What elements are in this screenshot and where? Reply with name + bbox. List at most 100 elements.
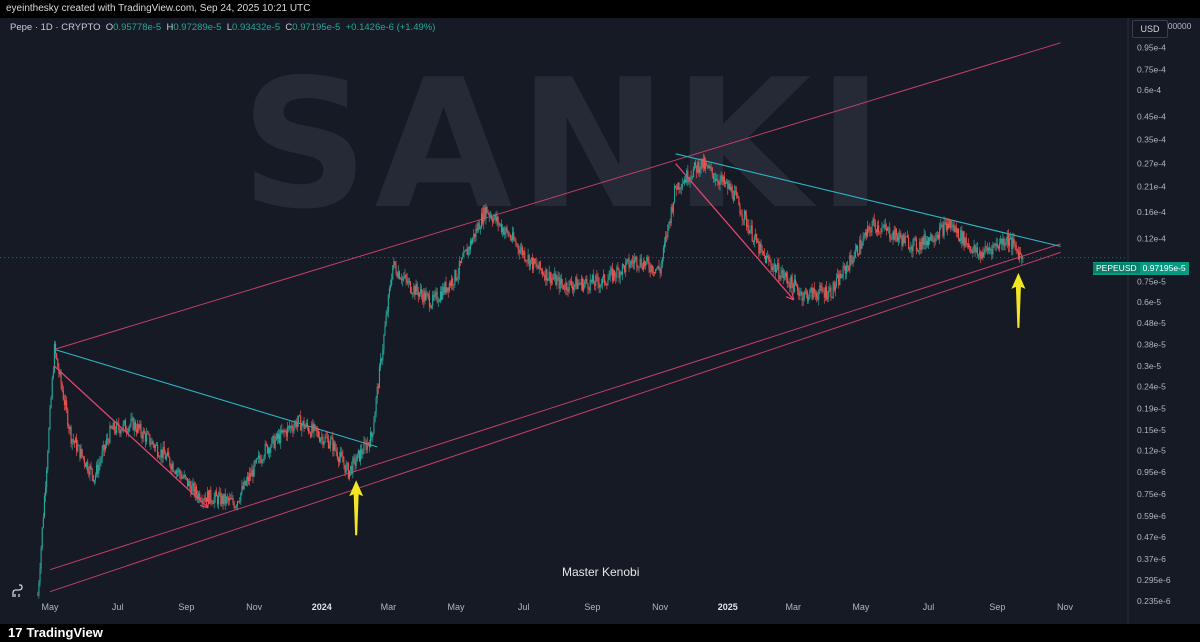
candle-body [803, 291, 805, 298]
candle-body [736, 191, 738, 196]
candle-body [953, 224, 955, 232]
candle-body [832, 282, 834, 298]
candle-body [110, 425, 112, 428]
candle-body [404, 275, 406, 278]
candle-body [321, 436, 323, 439]
candle-body [391, 279, 393, 285]
candle-body [951, 226, 953, 228]
candle-body [163, 446, 165, 455]
resistance-trend-line [54, 348, 378, 448]
candle-body [165, 455, 168, 460]
legend-open: 0.95778e-5 [113, 22, 162, 33]
candle-body [620, 271, 622, 275]
candle-body [92, 475, 94, 482]
candle-body [86, 461, 88, 468]
candle-body [129, 425, 131, 428]
candle-body [101, 450, 103, 460]
candle-body [254, 461, 256, 463]
candle-body [132, 417, 134, 431]
candle-body [281, 429, 283, 433]
dinosaur-icon[interactable] [10, 583, 26, 599]
candle-body [712, 173, 714, 180]
candle-body [434, 293, 436, 298]
candle-body [896, 235, 899, 241]
candle-body [857, 245, 859, 255]
candle-body [426, 293, 428, 294]
candle-body [350, 465, 352, 471]
candle-body [266, 444, 268, 454]
candle-body [913, 238, 915, 241]
price-chart[interactable]: SANKI0.00012000000.95e-40.75e-40.6e-40.4… [0, 18, 1200, 624]
candle-body [243, 480, 245, 489]
candle-body [1022, 257, 1024, 260]
candle-body [147, 433, 149, 434]
candle-body [814, 293, 816, 294]
candle-body [642, 261, 645, 270]
tradingview-logo[interactable]: 17 TradingView [8, 625, 103, 640]
currency-button[interactable]: USD [1132, 20, 1168, 38]
candle-body [975, 247, 977, 252]
candle-body [588, 289, 590, 290]
candle-body [731, 186, 733, 197]
candle-body [793, 279, 795, 293]
candle-body [233, 502, 235, 508]
candle-body [979, 252, 981, 255]
candle-body [260, 459, 262, 463]
candle-body [142, 430, 144, 439]
chart-area[interactable] [0, 18, 1200, 624]
candle-body [331, 437, 333, 440]
legend-symbol: Pepe · 1D · CRYPTO [10, 22, 101, 33]
candle-body [97, 464, 99, 474]
yellow-highlight-arrow [1011, 272, 1026, 328]
candle-body [173, 471, 175, 473]
candle-body [240, 492, 242, 501]
candle-body [839, 273, 841, 286]
candle-body [94, 474, 97, 481]
candle-body [706, 163, 708, 165]
candle-body [802, 297, 804, 301]
candle-body [993, 244, 995, 245]
candle-body [435, 292, 437, 294]
candle-body [262, 459, 264, 461]
candle-body [360, 449, 362, 462]
candle-body [885, 227, 887, 231]
candle-body [411, 292, 413, 294]
candle-body [799, 293, 801, 296]
candle-body [995, 243, 997, 246]
candle-body [419, 289, 422, 293]
candle-body [627, 258, 629, 260]
candle-body [394, 261, 396, 267]
candle-body [358, 450, 361, 462]
candle-body [963, 231, 965, 247]
candle-body [220, 492, 222, 505]
candle-body [672, 202, 674, 212]
candle-body [876, 225, 879, 233]
candle-body [414, 286, 416, 295]
candle-body [62, 390, 64, 400]
candle-body [811, 287, 813, 299]
candle-body [41, 527, 43, 548]
y-tick-label: 0.6e-4 [1137, 85, 1161, 95]
candle-body [153, 444, 155, 449]
candle-body [906, 236, 909, 238]
candle-body [647, 257, 649, 262]
candle-body [87, 461, 89, 472]
candle-body [127, 431, 129, 433]
candle-body [760, 243, 762, 250]
candle-body [193, 483, 195, 496]
candle-body [441, 291, 443, 300]
candle-body [135, 429, 138, 433]
candle-body [635, 256, 637, 259]
candle-body [695, 162, 697, 166]
candle-body [50, 397, 52, 408]
candle-body [116, 422, 118, 433]
candle-body [223, 493, 225, 504]
channel-line [49, 251, 1061, 593]
candle-body [257, 455, 260, 459]
candle-body [209, 489, 211, 504]
candle-body [81, 449, 83, 456]
candle-body [344, 465, 346, 473]
candle-body [823, 292, 825, 298]
candle-body [615, 276, 617, 278]
candle-body [277, 434, 280, 439]
